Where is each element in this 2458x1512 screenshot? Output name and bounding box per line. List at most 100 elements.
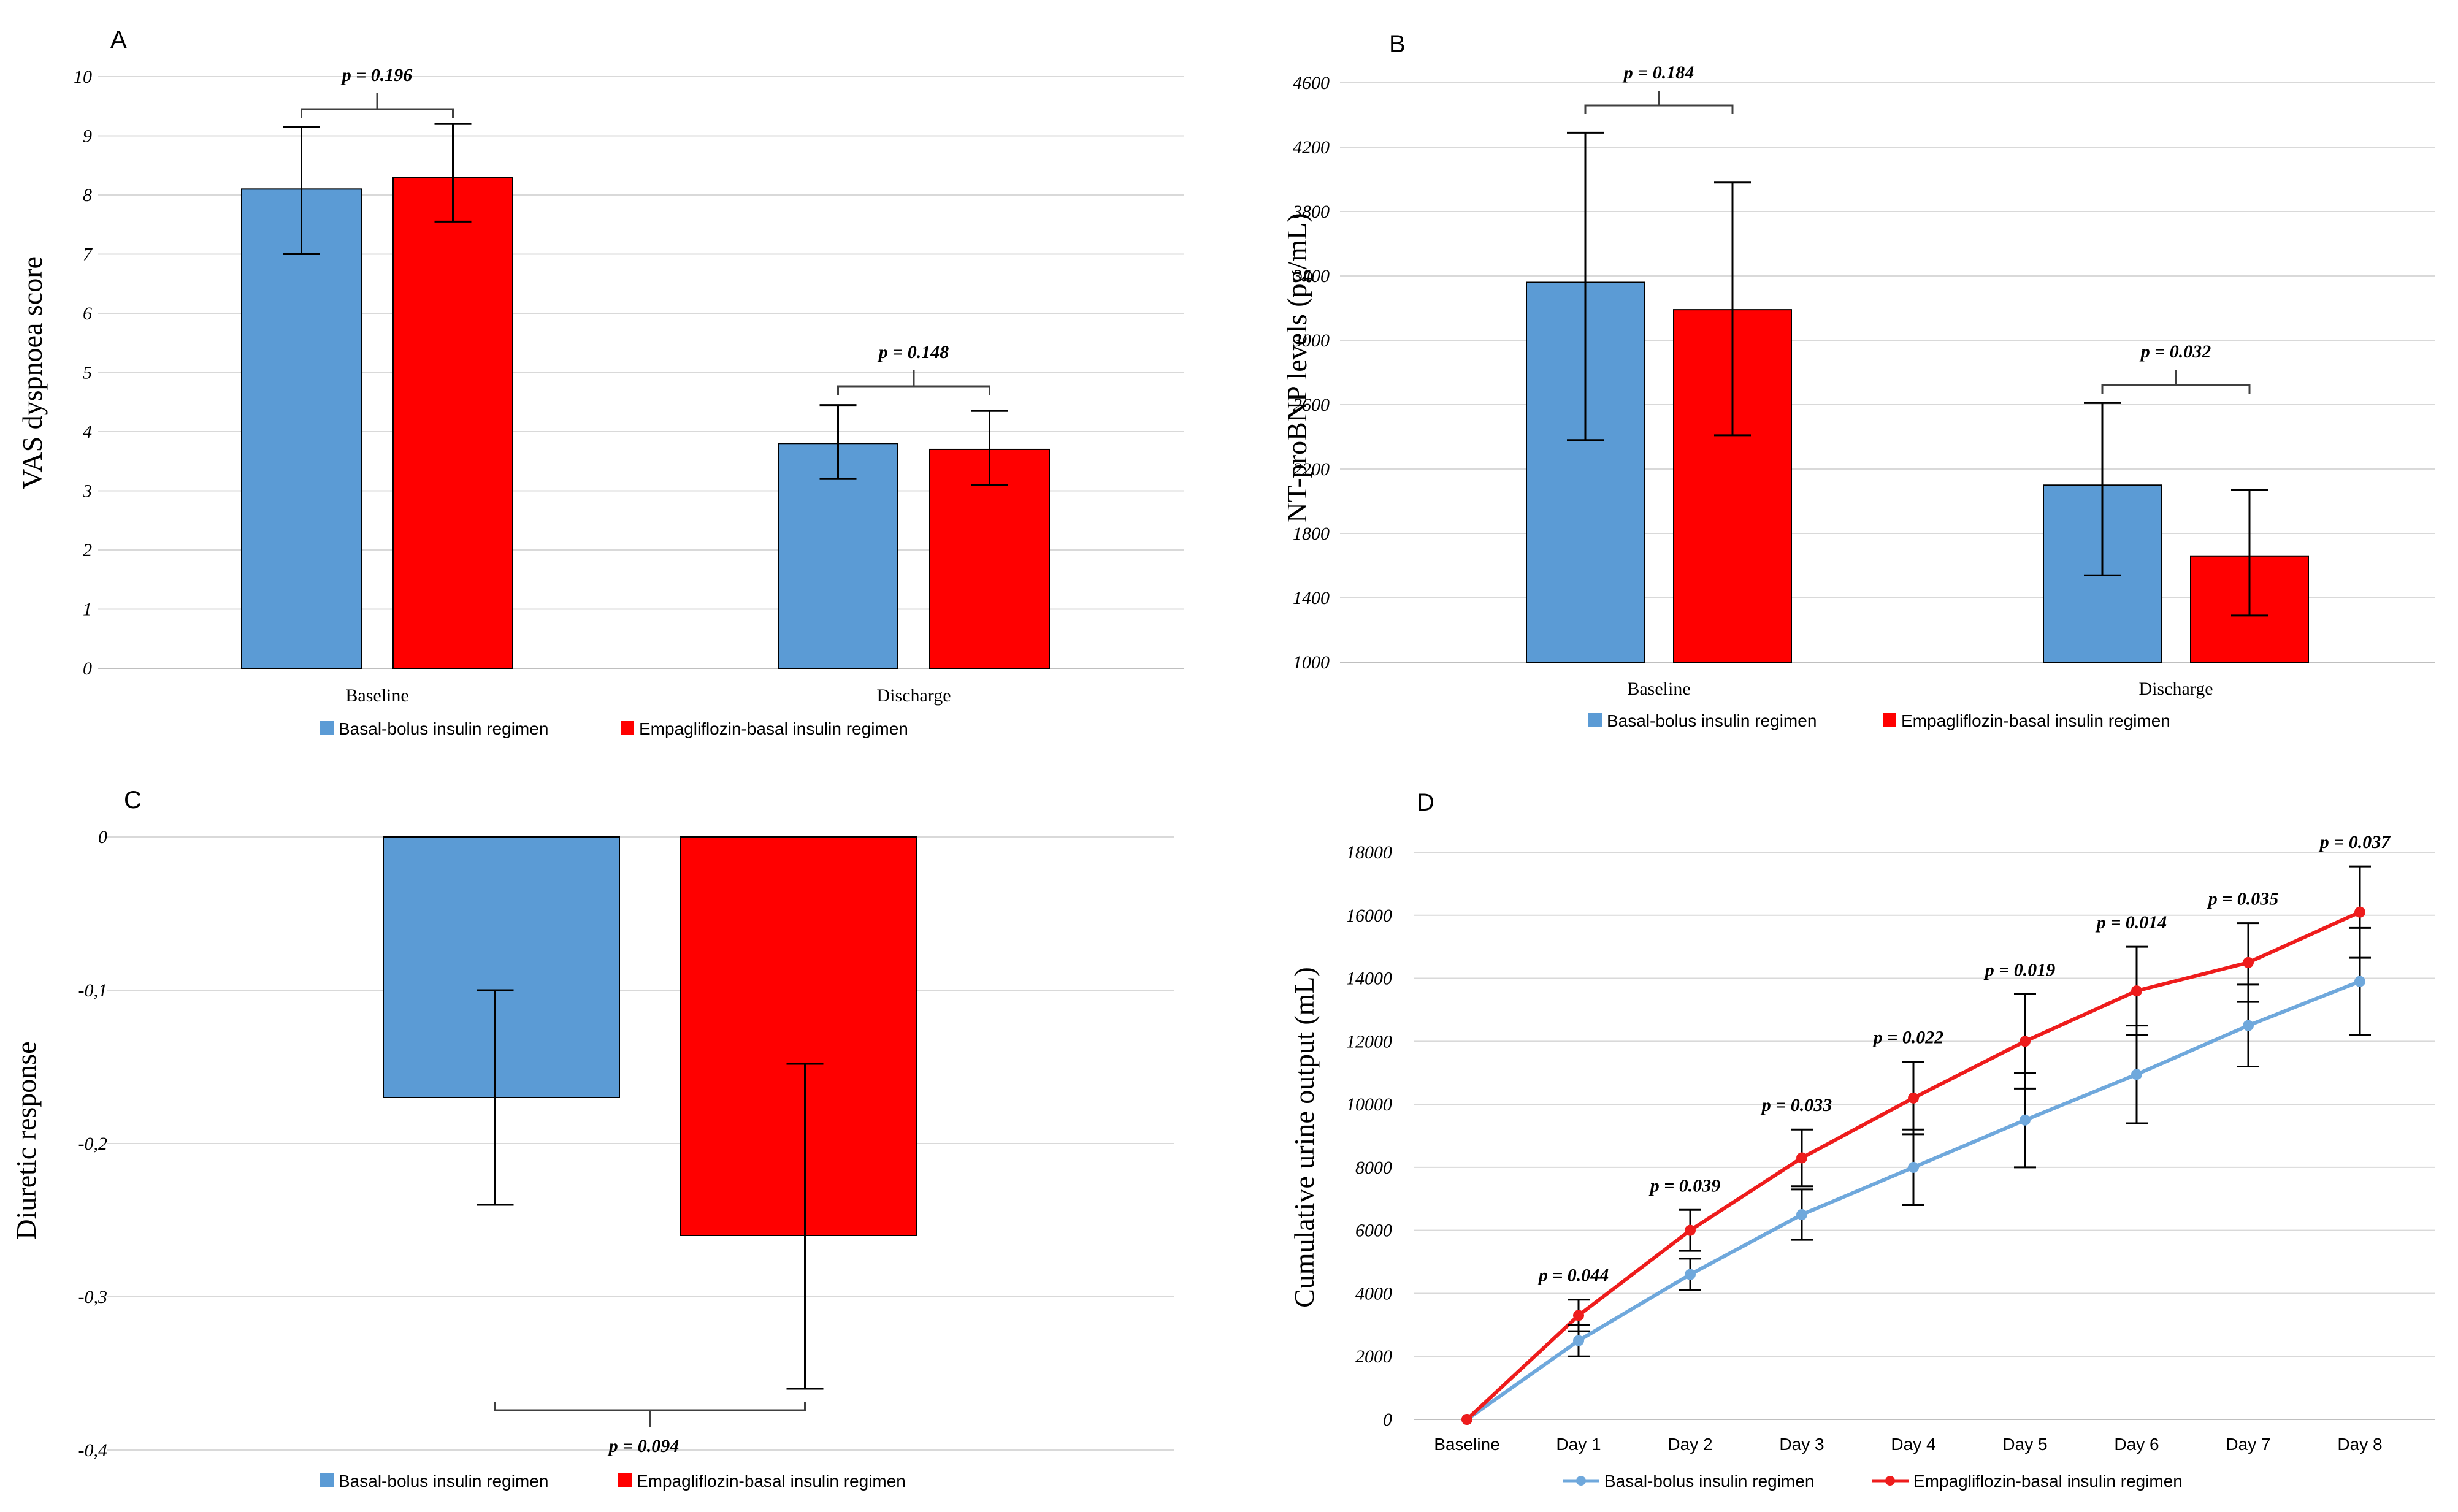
p-value-label: p = 0.019 [1983, 960, 2056, 980]
data-point [1685, 1224, 1696, 1236]
legend-swatch-basal [320, 1473, 334, 1487]
significance-bracket [837, 370, 990, 395]
y-tick-label: 2 [83, 540, 92, 560]
x-tick-label: Day 4 [1891, 1435, 1935, 1454]
x-tick-label: Day 8 [2337, 1435, 2382, 1454]
y-tick-label: 7 [83, 245, 93, 265]
data-point [1908, 1161, 1919, 1173]
y-tick-label: -0,2 [78, 1134, 108, 1154]
bar [680, 836, 917, 1236]
legend-label-basal: Basal-bolus insulin regimen [339, 1472, 548, 1491]
p-value-label: p = 0.032 [2139, 342, 2211, 362]
panel-b-chart: 1000 1400 1800 2200 2600 3000 3400 3800 4200 4600… [1281, 31, 2435, 730]
bar [392, 177, 513, 669]
data-point [2243, 1020, 2254, 1031]
y-tick-label: 16000 [1346, 906, 1392, 926]
y-tick-label: 2200 [1293, 459, 1330, 479]
x-tick-label: Baseline [345, 685, 408, 706]
data-point [2354, 906, 2365, 918]
y-tick-label: -0,4 [78, 1440, 108, 1460]
y-axis-label: NT-proBNP levels (pg/mL) [1281, 213, 1312, 522]
bar [383, 836, 620, 1098]
data-point [2354, 976, 2365, 987]
y-tick-label: -0,1 [78, 980, 108, 1001]
y-tick-label: 12000 [1346, 1031, 1392, 1052]
y-tick-label: 8 [83, 185, 92, 205]
p-value-label: p = 0.196 [340, 65, 413, 85]
data-point [2131, 1069, 2142, 1080]
bar [241, 188, 362, 670]
data-point [1796, 1152, 1807, 1164]
legend-swatch-basal [1588, 713, 1602, 727]
x-tick-label: Baseline [1627, 679, 1690, 699]
p-value-label: p = 0.033 [1760, 1095, 1832, 1115]
y-tick-label: -0,3 [78, 1287, 108, 1307]
p-value-label: p = 0.184 [1622, 63, 1694, 83]
legend-label-empa: Empagliflozin-basal insulin regimen [639, 719, 908, 738]
y-tick-label: 3 [82, 481, 92, 502]
significance-bracket [2101, 370, 2251, 394]
panel-a-chart: 0 1 2 3 4 5 6 7 8 9 10 VAS dyspnoea score A Baseline p… [17, 26, 1184, 738]
data-point [1796, 1208, 1807, 1220]
legend-swatch-empa [1883, 713, 1896, 727]
p-value-label: p = 0.094 [607, 1436, 680, 1456]
y-tick-label: 3000 [1292, 330, 1330, 351]
significance-bracket [1584, 91, 1734, 114]
x-tick-label: Day 3 [1779, 1435, 1824, 1454]
bar [1526, 281, 1645, 663]
data-point [2020, 1036, 2031, 1047]
y-tick-label: 9 [83, 126, 92, 147]
data-point [1685, 1269, 1696, 1280]
y-tick-label: 0 [98, 827, 107, 847]
bar [929, 448, 1050, 669]
x-tick-label: Discharge [2138, 679, 2213, 699]
y-tick-label: 1400 [1293, 588, 1330, 608]
y-tick-label: 6000 [1355, 1221, 1392, 1241]
p-value-label: p = 0.044 [1537, 1266, 1609, 1286]
y-tick-label: 4200 [1293, 137, 1330, 158]
panel-label: A [110, 26, 127, 53]
legend-label-basal: Basal-bolus insulin regimen [339, 719, 548, 738]
x-tick-label: Day 6 [2114, 1435, 2159, 1454]
y-tick-label: 1800 [1293, 524, 1330, 544]
panel-c-chart: 0 -0,1 -0,2 -0,3 -0,4 Diuretic response Cp = 0… [10, 787, 1174, 1491]
x-tick-label: Day 1 [1556, 1435, 1601, 1454]
significance-bracket [494, 1402, 806, 1427]
x-tick-label: Discharge [876, 685, 951, 706]
data-point [2131, 985, 2142, 997]
y-tick-label: 3800 [1292, 202, 1330, 222]
data-point [1908, 1092, 1919, 1104]
panel-d-chart: 0 2000 4000 6000 8000 10000 12000 14000 16000 180… [1288, 789, 2435, 1491]
p-value-label: p = 0.014 [2095, 912, 2167, 933]
y-tick-label: 14000 [1346, 969, 1392, 989]
x-tick-label: Baseline [1434, 1435, 1499, 1454]
bar [778, 443, 898, 669]
y-tick-label: 18000 [1346, 842, 1392, 863]
data-point [1573, 1310, 1584, 1321]
y-tick-label: 1000 [1293, 652, 1330, 673]
y-tick-label: 0 [1383, 1410, 1392, 1430]
y-axis-label: Cumulative urine output (mL) [1288, 967, 1320, 1308]
y-tick-label: 10 [74, 67, 92, 87]
panel-label: D [1417, 789, 1434, 816]
p-value-label: p = 0.035 [2207, 889, 2279, 909]
x-tick-label: Day 2 [1667, 1435, 1712, 1454]
y-tick-label: 4 [83, 422, 92, 442]
y-tick-label: 4000 [1355, 1283, 1392, 1304]
p-value-label: p = 0.037 [2318, 832, 2391, 852]
significance-bracket [301, 93, 454, 118]
y-tick-label: 6 [83, 304, 92, 324]
data-point [1461, 1414, 1472, 1425]
data-point [1573, 1335, 1584, 1346]
legend-label-basal: Basal-bolus insulin regimen [1607, 711, 1817, 730]
panel-label: C [124, 787, 142, 814]
legend-label-empa: Empagliflozin-basal insulin regimen [1901, 711, 2170, 730]
legend-marker-empa [1885, 1476, 1895, 1486]
y-tick-label: 4600 [1293, 73, 1330, 93]
p-value-label: p = 0.148 [877, 342, 949, 362]
data-point [2243, 956, 2254, 968]
legend-label-empa: Empagliflozin-basal insulin regimen [1913, 1472, 2183, 1491]
y-axis-label: VAS dyspnoea score [17, 256, 48, 489]
y-tick-label: 0 [83, 659, 92, 679]
y-tick-label: 2600 [1293, 395, 1330, 415]
